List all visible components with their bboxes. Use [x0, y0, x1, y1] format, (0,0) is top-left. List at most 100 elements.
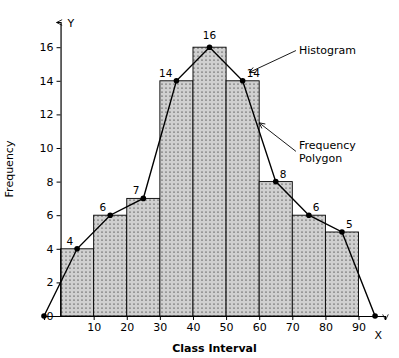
- data-label: 6: [313, 201, 320, 213]
- tick: 10: [87, 316, 101, 334]
- data-label: 16: [203, 29, 217, 41]
- tick-mark: [57, 215, 61, 216]
- tick: 30: [153, 316, 167, 334]
- tick-label: 8: [47, 176, 54, 189]
- tick-label: 12: [40, 108, 54, 121]
- tick-label: 10: [87, 321, 101, 334]
- tick-label: 90: [352, 321, 366, 334]
- tick: 2: [47, 276, 61, 289]
- tick-mark: [57, 249, 61, 250]
- tick-label: 6: [47, 209, 54, 222]
- histogram-bar: [94, 215, 127, 316]
- tick-mark: [57, 148, 61, 149]
- tick-label: 16: [40, 41, 54, 54]
- annotation-arrow: [249, 51, 296, 73]
- tick-mark: [292, 316, 293, 320]
- histogram-bar: [127, 198, 160, 316]
- tick: 10: [40, 142, 61, 155]
- data-label: 5: [346, 218, 353, 230]
- axis-symbol: Y: [67, 17, 75, 30]
- data-label: 6: [100, 201, 107, 213]
- tick-label: 2: [47, 276, 54, 289]
- tick-mark: [57, 47, 61, 48]
- data-label: 4: [66, 235, 73, 247]
- tick: 80: [319, 316, 333, 334]
- tick: 50: [220, 316, 234, 334]
- histogram-bar: [292, 215, 325, 316]
- polygon-point: [273, 179, 279, 185]
- tick: 40: [186, 316, 200, 334]
- histogram-bar: [61, 249, 94, 316]
- tick-mark: [226, 316, 227, 320]
- tick-mark: [160, 316, 161, 320]
- texts: 467141614865HistogramFrequencyPolygonYX: [66, 17, 382, 342]
- annotation-line: Histogram: [299, 44, 356, 57]
- polygon-point: [207, 44, 213, 50]
- tick: 70: [286, 316, 300, 334]
- histogram-bar: [193, 47, 226, 316]
- polygon-point: [74, 246, 80, 252]
- tick: 14: [40, 75, 61, 88]
- tick-mark: [127, 316, 128, 320]
- annotation-line: Polygon: [299, 152, 342, 165]
- axis-line: [57, 23, 62, 317]
- polygon-point: [240, 78, 246, 84]
- tick: 20: [120, 316, 134, 334]
- x-axis-title: Class Interval: [172, 342, 257, 355]
- histogram-bar: [325, 232, 358, 316]
- data-label: 8: [280, 168, 287, 180]
- marks: [41, 44, 378, 318]
- tick-mark: [259, 316, 260, 320]
- tick-mark: [57, 316, 61, 317]
- tick: 90: [352, 316, 366, 334]
- tick-label: 40: [186, 321, 200, 334]
- tick-label: 80: [319, 321, 333, 334]
- histogram-bar: [259, 182, 292, 316]
- data-label: 14: [159, 67, 173, 79]
- tick-mark: [57, 182, 61, 183]
- tick: 0: [47, 310, 61, 323]
- plot: 10 20 30 40 50 60 70 80 90 0 2 4 6 8 10 12 14 16 Class Int…: [3, 17, 386, 355]
- polygon-point: [174, 78, 180, 84]
- tick-mark: [193, 316, 194, 320]
- histogram-bar: [160, 81, 193, 316]
- tick-label: 10: [40, 142, 54, 155]
- tick-label: 70: [286, 321, 300, 334]
- chart: 10 20 30 40 50 60 70 80 90 0 2 4 6 8 10 12 14 16 Class Int…: [0, 0, 399, 358]
- annotation: FrequencyPolygon: [299, 139, 356, 165]
- polygon-point: [339, 229, 345, 235]
- bars: [61, 47, 359, 316]
- polygon-point: [306, 212, 312, 218]
- tick: 8: [47, 176, 61, 189]
- tick-label: 4: [47, 243, 54, 256]
- polygon-point: [141, 196, 147, 202]
- annotation-line: Frequency: [299, 139, 356, 152]
- tick-label: 20: [120, 321, 134, 334]
- tick-mark: [325, 316, 326, 320]
- y-axis: 0 2 4 6 8 10 12 14 16: [40, 23, 62, 324]
- tick-mark: [94, 316, 95, 320]
- tick-label: 0: [47, 310, 54, 323]
- tick-mark: [57, 282, 61, 283]
- frequency-polygon: [44, 47, 375, 316]
- tick-label: 50: [220, 321, 234, 334]
- annotation-arrow: [259, 123, 296, 152]
- tick-label: 60: [253, 321, 267, 334]
- tick-mark: [57, 114, 61, 115]
- x-axis: 10 20 30 40 50 60 70 80 90: [45, 316, 386, 334]
- tick: 12: [40, 108, 61, 121]
- axis-symbol: X: [375, 329, 383, 342]
- tick: 6: [47, 209, 61, 222]
- annotation: Histogram: [299, 44, 356, 57]
- polygon-point: [107, 212, 113, 218]
- y-axis-title: Frequency: [3, 140, 16, 197]
- axis-line: [45, 317, 386, 321]
- tick-label: 14: [40, 75, 54, 88]
- data-label: 7: [133, 184, 140, 196]
- tick-mark: [57, 81, 61, 82]
- tick-label: 30: [153, 321, 167, 334]
- tick-mark: [359, 316, 360, 320]
- tick: 16: [40, 41, 61, 54]
- tick: 60: [253, 316, 267, 334]
- tick: 4: [47, 243, 61, 256]
